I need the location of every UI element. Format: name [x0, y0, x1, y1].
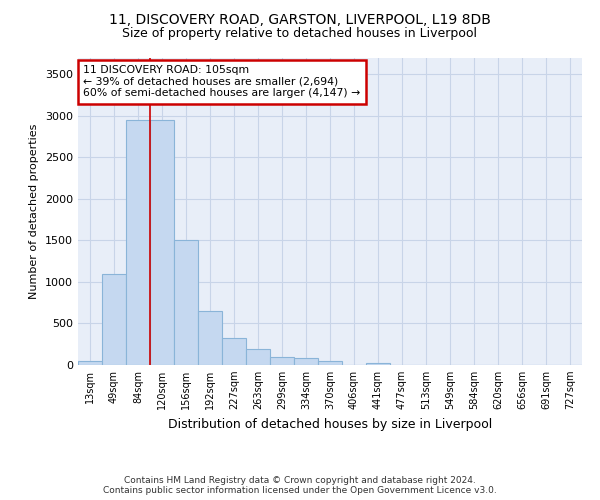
Bar: [366, 363, 390, 365]
Y-axis label: Number of detached properties: Number of detached properties: [29, 124, 40, 299]
Bar: [318, 361, 342, 365]
Text: Size of property relative to detached houses in Liverpool: Size of property relative to detached ho…: [122, 28, 478, 40]
Bar: [78, 361, 102, 365]
Bar: [126, 120, 150, 365]
Bar: [198, 311, 222, 365]
Text: 11 DISCOVERY ROAD: 105sqm
← 39% of detached houses are smaller (2,694)
60% of se: 11 DISCOVERY ROAD: 105sqm ← 39% of detac…: [83, 65, 360, 98]
Bar: [246, 349, 270, 365]
Bar: [294, 358, 318, 365]
Bar: [222, 338, 246, 365]
Text: 11, DISCOVERY ROAD, GARSTON, LIVERPOOL, L19 8DB: 11, DISCOVERY ROAD, GARSTON, LIVERPOOL, …: [109, 12, 491, 26]
Text: Contains HM Land Registry data © Crown copyright and database right 2024.
Contai: Contains HM Land Registry data © Crown c…: [103, 476, 497, 495]
Bar: [150, 120, 174, 365]
Bar: [102, 274, 126, 365]
Bar: [270, 356, 294, 365]
X-axis label: Distribution of detached houses by size in Liverpool: Distribution of detached houses by size …: [168, 418, 492, 430]
Bar: [174, 240, 198, 365]
